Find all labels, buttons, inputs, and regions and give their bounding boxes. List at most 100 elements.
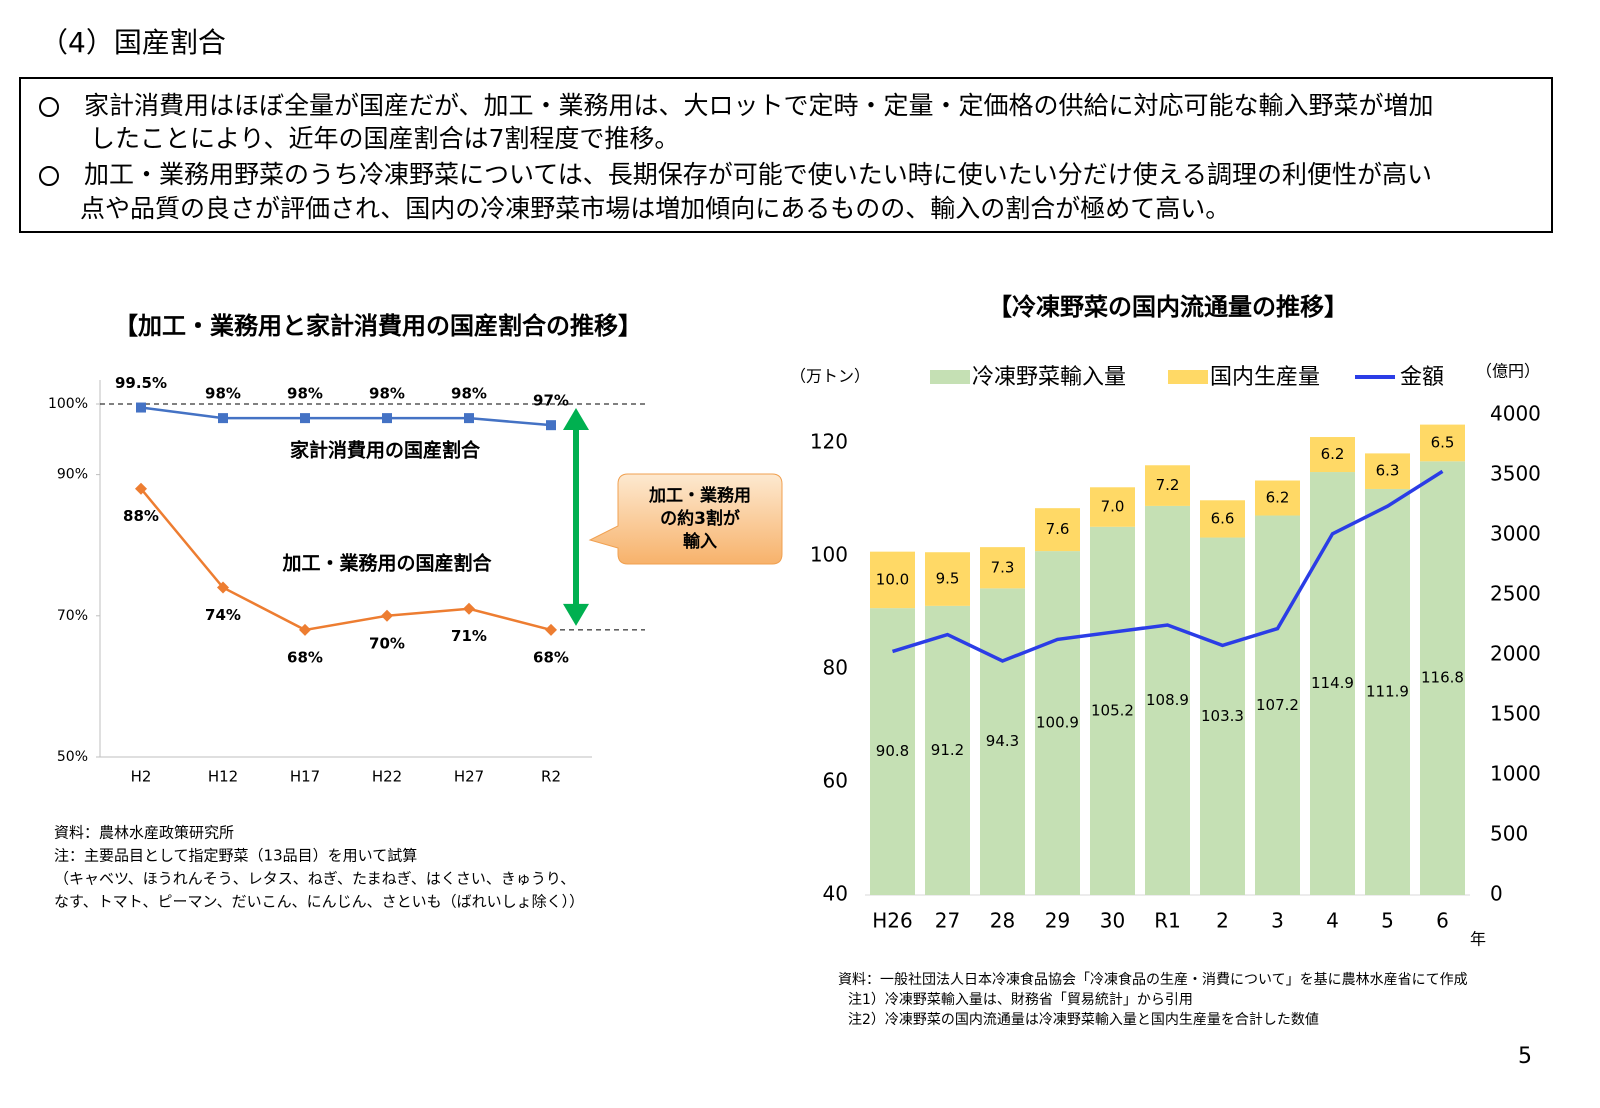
data-label: 9.5 — [936, 570, 960, 588]
series-label: 家計消費用の国産割合 — [290, 439, 481, 462]
marker — [545, 623, 557, 636]
bar-segment — [1200, 500, 1245, 538]
bar-segment — [1365, 488, 1410, 895]
y-axis-unit: （万トン） — [790, 367, 870, 386]
data-label: 98% — [451, 385, 487, 403]
y-tick-label: 70% — [57, 608, 88, 624]
x-axis-unit: 年 — [1470, 930, 1486, 949]
line — [140, 487, 552, 632]
x-tick-label: R1 — [1154, 909, 1181, 933]
data-label: 103.3 — [1201, 707, 1244, 725]
x-tick-label: 2 — [1216, 909, 1229, 933]
bullet-mark — [39, 166, 59, 186]
legend-label: 金額 — [1400, 365, 1444, 390]
marker — [136, 402, 146, 413]
bar-segment — [1255, 515, 1300, 895]
data-label: 70% — [369, 634, 405, 652]
y2-axis-unit: （億円） — [1476, 362, 1540, 381]
legend-label: 国内生産量 — [1210, 365, 1320, 390]
y2-tick-label: 1500 — [1490, 702, 1541, 726]
marker — [382, 413, 392, 424]
bullet-mark — [39, 97, 59, 117]
x-tick-label: 27 — [935, 909, 960, 933]
bar-segment — [1420, 461, 1465, 895]
y2-tick-label: 2000 — [1490, 642, 1541, 666]
x-tick-label: R2 — [541, 768, 561, 786]
line — [891, 469, 1444, 663]
data-label: 74% — [205, 606, 241, 624]
bar-segment — [870, 551, 915, 609]
y-tick-label: 100 — [810, 543, 848, 567]
y-tick-label: 100% — [48, 396, 88, 412]
data-label: 98% — [205, 385, 241, 403]
bar-segment — [1090, 487, 1135, 527]
data-label: 68% — [287, 648, 323, 666]
data-label: 111.9 — [1366, 682, 1409, 700]
page-title: （4）国産割合 — [40, 26, 226, 59]
callout-text: 輸入 — [683, 531, 717, 552]
marker — [135, 482, 147, 495]
x-tick-label: 3 — [1271, 909, 1284, 933]
data-label: 98% — [369, 385, 405, 403]
gap-arrow-head — [563, 408, 589, 430]
data-label: 7.0 — [1101, 498, 1125, 516]
line — [140, 406, 552, 427]
note: 資料：一般社団法人日本冷凍食品協会「冷凍食品の生産・消費について」を基に農林水産… — [838, 971, 1468, 988]
x-tick-label: 5 — [1381, 909, 1394, 933]
bar-segment — [1090, 526, 1135, 895]
bullet-text: 加工・業務用野菜のうち冷凍野菜については、長期保存が可能で使いたい時に使いたい分… — [84, 160, 1432, 189]
note: （キャベツ、ほうれんそう、レタス、ねぎ、たまねぎ、はくさい、きゅうり、 — [54, 870, 575, 888]
bar-segment — [1310, 472, 1355, 895]
marker — [299, 623, 311, 636]
marker — [381, 609, 393, 622]
x-tick-label: 30 — [1100, 909, 1125, 933]
data-label: 100.9 — [1036, 714, 1079, 732]
bar-segment — [1200, 537, 1245, 895]
data-label: 94.3 — [986, 732, 1019, 750]
data-label: 7.3 — [991, 558, 1015, 576]
bullet-text: 家計消費用はほぼ全量が国産だが、加工・業務用は、大ロットで定時・定量・定価格の供… — [84, 91, 1434, 120]
bar-segment — [925, 605, 970, 895]
x-tick-label: 29 — [1045, 909, 1070, 933]
data-label: 97% — [533, 392, 569, 410]
marker — [464, 413, 474, 424]
x-tick-label: H26 — [872, 909, 913, 933]
y2-tick-label: 500 — [1490, 822, 1528, 846]
chart-title: 【加工・業務用と家計消費用の国産割合の推移】 — [114, 312, 642, 340]
data-label: 116.8 — [1421, 669, 1464, 687]
data-label: 71% — [451, 627, 487, 645]
callout-text: 加工・業務用 — [648, 485, 751, 506]
data-label: 7.2 — [1156, 476, 1180, 494]
summary-box — [19, 77, 1553, 233]
y2-tick-label: 0 — [1490, 882, 1503, 906]
data-label: 98% — [287, 385, 323, 403]
gap-arrow-head — [563, 603, 589, 626]
note: 注：主要品目として指定野菜（13品目）を用いて試算 — [54, 847, 417, 865]
data-label: 88% — [123, 507, 159, 525]
bar-segment — [925, 552, 970, 606]
bar-segment — [1365, 453, 1410, 489]
page-number: 5 — [1518, 1044, 1532, 1069]
data-label: 105.2 — [1091, 701, 1134, 719]
y-tick-label: 120 — [810, 430, 848, 454]
marker — [463, 602, 475, 615]
data-label: 99.5% — [115, 374, 167, 392]
legend-swatch — [930, 370, 970, 384]
y-tick-label: 40 — [823, 882, 848, 906]
x-tick-label: 4 — [1326, 909, 1339, 933]
data-label: 68% — [533, 648, 569, 666]
bar-segment — [1145, 505, 1190, 895]
bar-segment — [1255, 480, 1300, 516]
y2-tick-label: 4000 — [1490, 402, 1541, 426]
x-tick-label: H22 — [372, 768, 402, 786]
note: 注1）冷凍野菜輸入量は、財務省「貿易統計」から引用 — [848, 992, 1193, 1008]
data-label: 114.9 — [1311, 674, 1354, 692]
marker — [546, 420, 556, 431]
bar-segment — [980, 547, 1025, 589]
data-label: 108.9 — [1146, 691, 1189, 709]
y2-tick-label: 2500 — [1490, 582, 1541, 606]
data-label: 6.5 — [1431, 433, 1455, 451]
data-label: 6.2 — [1321, 445, 1345, 463]
data-label: 10.0 — [876, 570, 909, 588]
